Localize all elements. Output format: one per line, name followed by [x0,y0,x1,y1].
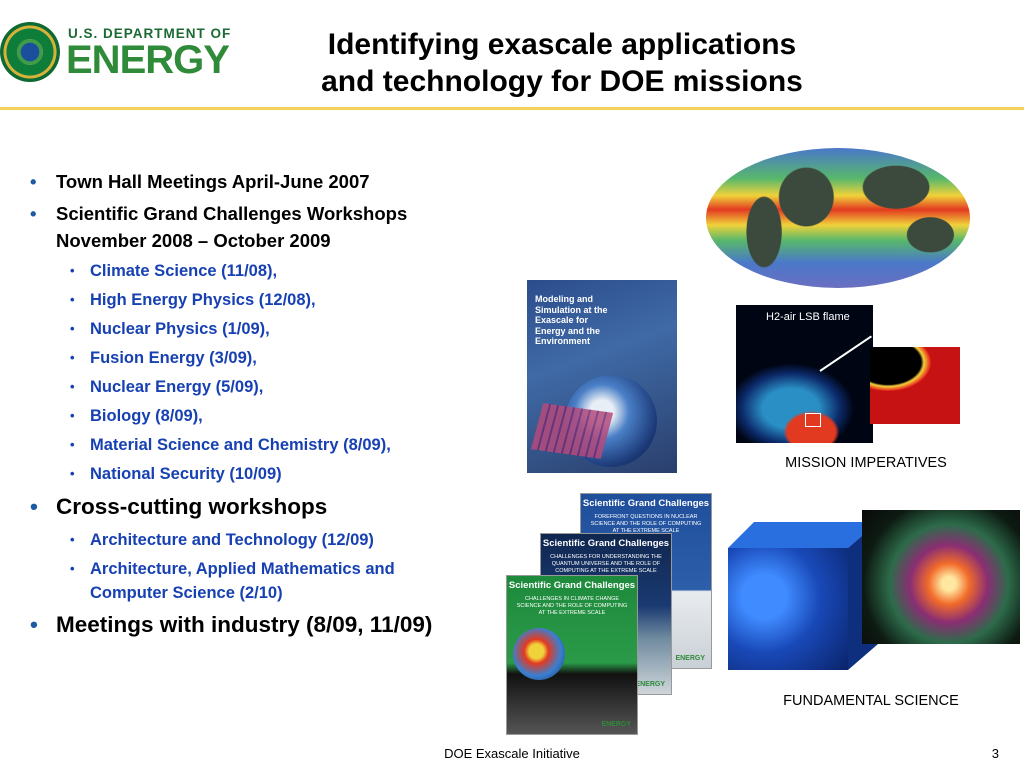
bullet-list: Town Hall Meetings April-June 2007 Scien… [30,168,520,646]
sub-bullet-material-science: Material Science and Chemistry (8/09), [30,433,520,457]
footer-text: DOE Exascale Initiative [444,746,580,761]
sub-bullet-national-security: National Security (10/09) [30,462,520,486]
sgc-report-climate-subtitle: CHALLENGES IN CLIMATE CHANGE SCIENCE AND… [516,596,628,616]
report-cover-title: Modeling and Simulation at the Exascale … [535,294,608,346]
climate-map-image [706,148,970,288]
sgc-report-climate: Scientific Grand Challenges CHALLENGES I… [506,575,638,735]
bullet-town-hall: Town Hall Meetings April-June 2007 [30,168,520,195]
sub-bullet-architecture-technology: Architecture and Technology (12/09) [30,528,520,552]
sgc-report-climate-logo: ENERGY [601,721,631,728]
chip-graphic [530,403,614,459]
mission-imperatives-caption: MISSION IMPERATIVES [785,455,947,471]
cube-front-face [728,548,848,670]
header-divider [0,107,1024,110]
bullet-cross-cutting: Cross-cutting workshops [30,491,520,523]
sgc-report-hep-header: Scientific Grand Challenges [542,538,670,549]
sub-bullet-architecture-math-line1: Architecture, Applied Mathematics and [90,560,395,578]
page-number: 3 [991,746,999,761]
slide-title: Identifying exascale applications and te… [262,26,862,100]
sub-bullet-climate: Climate Science (11/08), [30,259,520,283]
flame-inset-image [870,347,960,424]
sgc-report-climate-header: Scientific Grand Challenges [508,580,636,591]
logo-energy-text: ENERGY [66,38,230,82]
bullet-industry-meetings: Meetings with industry (8/09, 11/09) [30,609,520,641]
sub-bullet-biology: Biology (8/09), [30,404,520,428]
doe-logo: U.S. DEPARTMENT OF ENERGY [0,20,250,88]
zoom-box [805,413,821,427]
sub-bullet-nuclear-energy: Nuclear Energy (5/09), [30,375,520,399]
bullet-grand-challenges: Scientific Grand Challenges Workshops No… [30,200,520,254]
bullet-grand-challenges-line2: November 2008 – October 2009 [56,230,331,251]
flame-label: H2-air LSB flame [766,311,850,323]
sub-bullet-fusion-energy: Fusion Energy (3/09), [30,346,520,370]
sub-bullet-high-energy-physics: High Energy Physics (12/08), [30,288,520,312]
title-line-1: Identifying exascale applications [327,28,797,61]
title-line-2: and technology for DOE missions [321,65,803,98]
bullet-grand-challenges-line1: Scientific Grand Challenges Workshops [56,203,408,224]
sgc-report-hep-logo: ENERGY [635,681,665,688]
sub-bullet-architecture-math-line2: Computer Science (2/10) [90,584,283,602]
cosmology-cube-image [728,522,878,672]
sgc-report-nuclear-logo: ENERGY [675,655,705,662]
doe-seal-icon [0,22,60,82]
sub-bullet-architecture-math: Architecture, Applied Mathematics and Co… [30,557,520,605]
sgc-report-nuclear-subtitle: FOREFRONT QUESTIONS IN NUCLEAR SCIENCE A… [590,514,702,534]
flame-simulation-image: H2-air LSB flame [736,305,873,443]
logo-dept-text: U.S. DEPARTMENT OF [68,26,232,41]
sub-bullet-nuclear-physics: Nuclear Physics (1/09), [30,317,520,341]
sgc-report-nuclear-header: Scientific Grand Challenges [582,498,710,509]
climate-globe-graphic [513,628,565,680]
fundamental-science-caption: FUNDAMENTAL SCIENCE [783,693,959,709]
sgc-report-hep-subtitle: CHALLENGES FOR UNDERSTANDING THE QUANTUM… [550,554,662,574]
galaxy-simulation-image [862,510,1020,644]
report-cover-image: Modeling and Simulation at the Exascale … [527,280,677,473]
